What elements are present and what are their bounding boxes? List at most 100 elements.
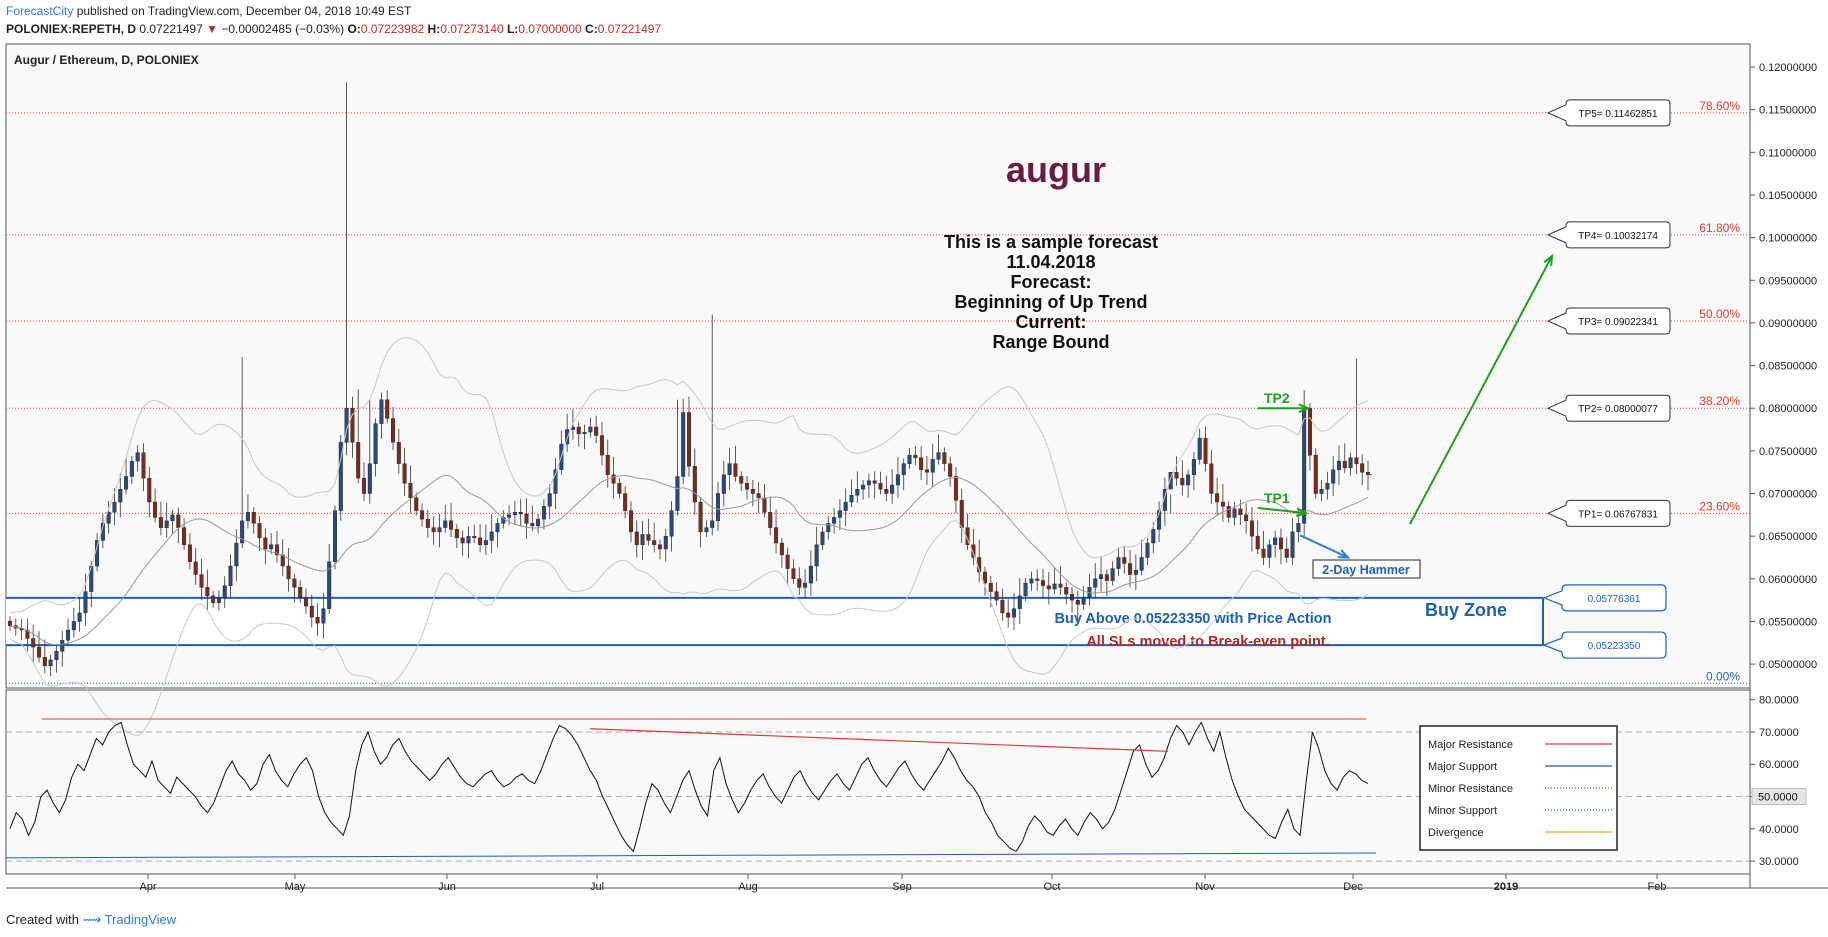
candle <box>1128 563 1133 575</box>
candle <box>605 454 610 475</box>
candle <box>646 534 651 541</box>
x-tick-label: Feb <box>1648 881 1667 893</box>
candle <box>205 587 210 597</box>
x-tick-label: Nov <box>1195 881 1215 893</box>
candle <box>907 454 912 464</box>
candle <box>106 512 111 524</box>
candle <box>1064 587 1069 595</box>
candle <box>582 431 587 435</box>
candle <box>1035 578 1040 581</box>
open-label: O: <box>347 22 361 36</box>
candle <box>25 629 30 639</box>
ohlc-line: POLONIEX:REPETH, D 0.07221497 ▼ −0.00002… <box>6 22 661 36</box>
tradingview-logo-icon[interactable]: ⟿ <box>82 912 102 927</box>
candle <box>187 544 192 562</box>
forecast-arrow-head <box>1543 253 1554 267</box>
candle <box>1011 608 1016 618</box>
candle <box>895 474 900 486</box>
y-tick-label: 0.12000000 <box>1759 62 1817 74</box>
candle <box>716 493 721 522</box>
major-support-line <box>5 852 1377 859</box>
zone-callout-label: 0.05776361 <box>1588 594 1641 605</box>
candle <box>774 527 779 544</box>
change-value: −0.00002485 (−0.03%) <box>221 22 345 36</box>
candle <box>1209 463 1214 494</box>
published-text: published on TradingView.com, December 0… <box>76 4 412 18</box>
candle <box>1244 514 1249 522</box>
candle <box>1139 557 1144 571</box>
tp-callout-label: TP3= 0.09022341 <box>1578 317 1658 328</box>
candle <box>524 513 529 524</box>
candle <box>292 578 297 588</box>
candle <box>1133 570 1138 575</box>
candle <box>1174 471 1179 479</box>
candle <box>83 591 88 614</box>
main-pane <box>5 43 1751 689</box>
hammer-label: 2-Day Hammer <box>1322 563 1410 577</box>
x-tick-label: Dec <box>1343 881 1363 893</box>
candle <box>710 520 715 528</box>
candle <box>663 535 668 550</box>
candle <box>373 423 378 464</box>
tradingview-link[interactable]: TradingView <box>104 912 177 927</box>
candle <box>953 476 958 501</box>
tp1-arrow <box>1257 507 1307 515</box>
forecast-text-line: Current: <box>1016 312 1087 332</box>
candle <box>634 531 639 545</box>
y-tick-label: 0.09500000 <box>1759 275 1817 287</box>
candle <box>1070 593 1075 601</box>
y-tick-label: 0.06500000 <box>1759 531 1817 543</box>
candle <box>785 554 790 569</box>
candle <box>1041 580 1046 586</box>
candle <box>199 574 204 588</box>
candle <box>1267 544 1272 558</box>
publisher-link[interactable]: ForecastCity <box>6 4 74 18</box>
x-tick-label: Jul <box>590 881 604 893</box>
candle <box>1360 463 1365 473</box>
candle <box>385 399 390 419</box>
candle <box>594 426 599 436</box>
candle <box>129 460 134 477</box>
candle <box>640 534 645 545</box>
candle <box>1046 585 1051 590</box>
last-price: 0.07221497 <box>139 22 203 36</box>
tp-callout <box>1546 499 1671 527</box>
x-tick-label: 2019 <box>1494 881 1518 893</box>
tp-callout-label: TP4= 0.10032174 <box>1578 231 1658 242</box>
moving-average-line <box>9 474 1369 646</box>
y-tick-label: 0.08500000 <box>1759 361 1817 373</box>
x-tick-label: Apr <box>139 881 156 893</box>
candle <box>803 582 808 588</box>
candle <box>1180 477 1185 486</box>
tp2-arrow-head <box>1298 403 1311 414</box>
symbol-label: POLONIEX:REPETH, D <box>6 22 137 36</box>
candle <box>472 535 477 539</box>
candle <box>391 418 396 443</box>
candle <box>158 517 163 528</box>
zone-callout <box>1542 631 1667 659</box>
x-tick-label: Sep <box>892 881 912 893</box>
fib-level-label: 38.20% <box>1699 394 1740 408</box>
forecast-text-line: This is a sample forecast <box>944 232 1158 252</box>
candle <box>1157 510 1162 530</box>
candle <box>919 457 924 470</box>
candle <box>942 452 947 464</box>
candle <box>849 495 854 503</box>
candle <box>988 582 993 592</box>
candle <box>286 565 291 580</box>
chart-area[interactable]: Augur / Ethereum, D, POLONIEX 0.12000000 0… <box>0 0 1828 910</box>
candle <box>1052 583 1057 590</box>
candle <box>541 506 546 520</box>
candle <box>1325 483 1330 490</box>
x-tick-label: May <box>285 881 306 893</box>
osc-tick-label: 30.0000 <box>1759 856 1799 868</box>
open-value: 0.07223982 <box>360 22 425 36</box>
candle <box>1278 537 1283 550</box>
candle <box>855 489 860 496</box>
candle <box>408 483 413 498</box>
candle <box>692 466 697 503</box>
candle <box>1273 537 1278 545</box>
y-tick-label: 0.11500000 <box>1759 105 1816 117</box>
osc-tick-label: 70.0000 <box>1759 727 1799 739</box>
candle <box>721 474 726 494</box>
